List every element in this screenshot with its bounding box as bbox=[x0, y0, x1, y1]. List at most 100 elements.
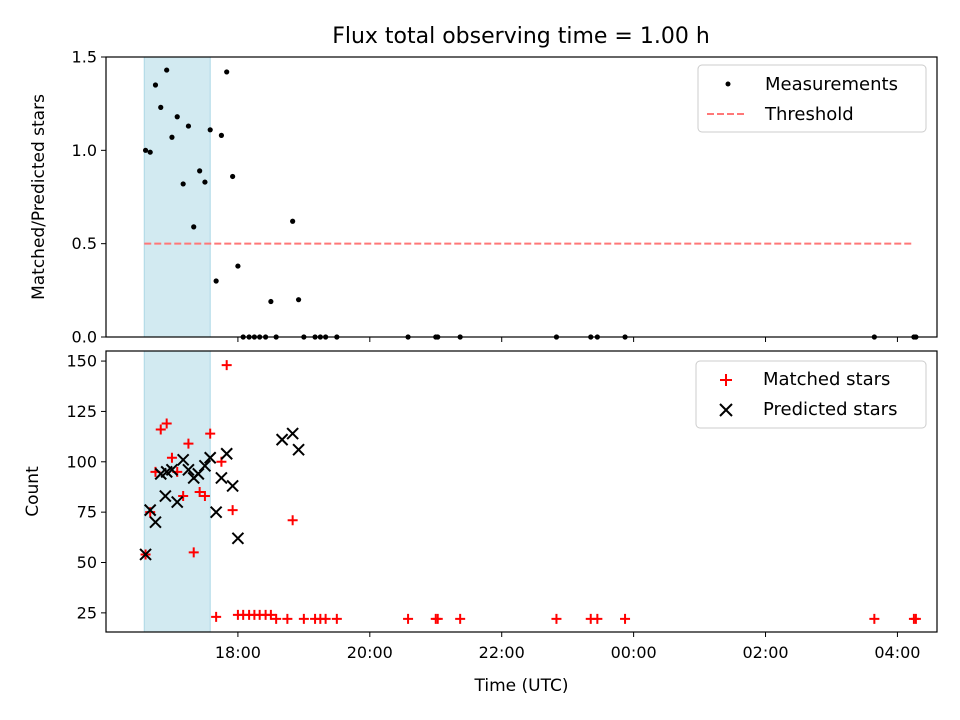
matched-star-point bbox=[282, 613, 293, 624]
predicted-star-point bbox=[292, 443, 305, 456]
predicted-star-point bbox=[226, 479, 239, 493]
matched-star-point bbox=[194, 487, 205, 498]
count-legend-box bbox=[695, 360, 927, 429]
matched-star-point bbox=[455, 613, 466, 624]
count-legend: Matched stars Predicted stars bbox=[695, 360, 927, 429]
predicted-star-points bbox=[139, 427, 305, 561]
measurement-point bbox=[158, 104, 164, 110]
matched-star-point bbox=[320, 613, 331, 624]
ratio-y-axis-label: Matched/Predicted stars bbox=[29, 94, 49, 300]
matched-star-point bbox=[271, 613, 282, 624]
matched-star-point bbox=[199, 491, 210, 502]
matched-star-point bbox=[205, 428, 216, 439]
matched-star-point bbox=[620, 613, 631, 624]
count-y-axis-label: Count bbox=[23, 466, 43, 517]
predicted-star-point bbox=[139, 548, 152, 561]
matched-star-point bbox=[227, 505, 238, 516]
measurement-point bbox=[152, 82, 159, 88]
y-tick-label: 100 bbox=[66, 452, 97, 471]
predicted-star-point bbox=[220, 447, 233, 460]
predicted-star-point bbox=[182, 463, 195, 477]
count-y-ticks: 25 50 75 100 125 150 bbox=[66, 352, 106, 622]
measurement-point bbox=[197, 168, 203, 174]
matched-star-point bbox=[298, 613, 309, 624]
matched-star-point bbox=[161, 418, 172, 429]
measurement-point bbox=[218, 132, 225, 138]
measurement-points bbox=[142, 67, 919, 340]
chart-title: Flux total observing time = 1.00 h bbox=[332, 24, 710, 49]
legend-matched-label: Matched stars bbox=[763, 369, 890, 390]
y-tick-label: 1.0 bbox=[72, 141, 97, 160]
y-tick-label: 50 bbox=[77, 553, 97, 572]
legend-predicted-marker bbox=[719, 403, 733, 417]
matched-star-point bbox=[432, 613, 443, 624]
matched-star-point bbox=[592, 613, 603, 624]
measurement-point bbox=[235, 263, 241, 269]
measurement-point bbox=[147, 149, 153, 155]
count-axes-frame bbox=[105, 350, 938, 633]
x-axis-label: Time (UTC) bbox=[474, 676, 569, 696]
matched-star-point bbox=[869, 613, 880, 624]
legend-matched-marker bbox=[720, 374, 732, 386]
measurement-point bbox=[185, 123, 192, 129]
legend-measurements-label: Measurements bbox=[765, 74, 898, 95]
measurement-point bbox=[169, 134, 175, 140]
matched-star-point bbox=[178, 491, 189, 502]
predicted-star-point bbox=[209, 505, 223, 519]
x-tick-label: 00:00 bbox=[611, 643, 657, 662]
x-tick-label: 20:00 bbox=[347, 643, 393, 662]
y-tick-label: 0.0 bbox=[72, 328, 97, 347]
ratio-legend-box bbox=[697, 64, 927, 133]
y-tick-label: 0.5 bbox=[72, 234, 97, 253]
matched-star-point bbox=[265, 609, 276, 620]
measurement-point bbox=[202, 179, 208, 185]
measurement-point bbox=[295, 297, 302, 303]
matched-star-point bbox=[188, 547, 199, 558]
measurement-point bbox=[142, 147, 149, 153]
measurement-point bbox=[207, 127, 213, 133]
measurement-point bbox=[164, 67, 170, 73]
matched-star-point bbox=[211, 611, 222, 622]
count-x-ticks: 18:00 20:00 22:00 00:00 02:00 04:00 bbox=[215, 632, 920, 662]
predicted-star-point bbox=[143, 503, 157, 517]
matched-star-points bbox=[140, 360, 921, 624]
y-tick-label: 150 bbox=[66, 352, 97, 371]
ratio-x-ticks bbox=[237, 337, 898, 342]
measurement-point bbox=[174, 114, 180, 120]
count-panel: 25 50 75 100 125 150 18:00 20:00 22:00 00:00 02:0… bbox=[23, 350, 938, 696]
legend-threshold-label: Threshold bbox=[764, 104, 854, 125]
ratio-panel: 0.0 0.5 1.0 1.5 Matched/Predicted stars Mea… bbox=[29, 48, 938, 347]
matched-star-point bbox=[403, 613, 414, 624]
y-tick-label: 75 bbox=[77, 503, 97, 522]
predicted-star-point bbox=[198, 459, 212, 473]
ratio-axes-frame bbox=[105, 56, 938, 338]
y-tick-label: 25 bbox=[77, 603, 97, 622]
measurement-point bbox=[213, 278, 219, 284]
observing-window-top bbox=[143, 56, 211, 338]
matched-star-point bbox=[331, 613, 342, 624]
predicted-star-point bbox=[215, 471, 228, 485]
measurement-point bbox=[230, 173, 236, 180]
measurement-point bbox=[224, 69, 230, 75]
measurement-point bbox=[180, 181, 186, 187]
predicted-star-point bbox=[192, 467, 205, 481]
predicted-star-point bbox=[275, 433, 289, 446]
x-tick-label: 22:00 bbox=[479, 643, 525, 662]
predicted-star-point bbox=[286, 427, 299, 440]
ratio-legend: Measurements Threshold bbox=[697, 64, 927, 133]
matched-star-point bbox=[287, 515, 298, 526]
predicted-star-point bbox=[171, 495, 184, 509]
measurement-point bbox=[290, 218, 296, 224]
predicted-star-point bbox=[159, 489, 172, 503]
measurement-point bbox=[268, 298, 274, 305]
predicted-star-point bbox=[149, 516, 162, 529]
matched-star-point bbox=[183, 438, 194, 449]
matched-star-point bbox=[166, 452, 177, 463]
predicted-star-point bbox=[176, 453, 190, 466]
y-tick-label: 125 bbox=[66, 402, 97, 421]
legend-measurement-marker bbox=[725, 81, 731, 87]
matched-star-point bbox=[221, 360, 232, 371]
legend-predicted-label: Predicted stars bbox=[763, 399, 897, 420]
matched-star-point bbox=[155, 424, 166, 435]
